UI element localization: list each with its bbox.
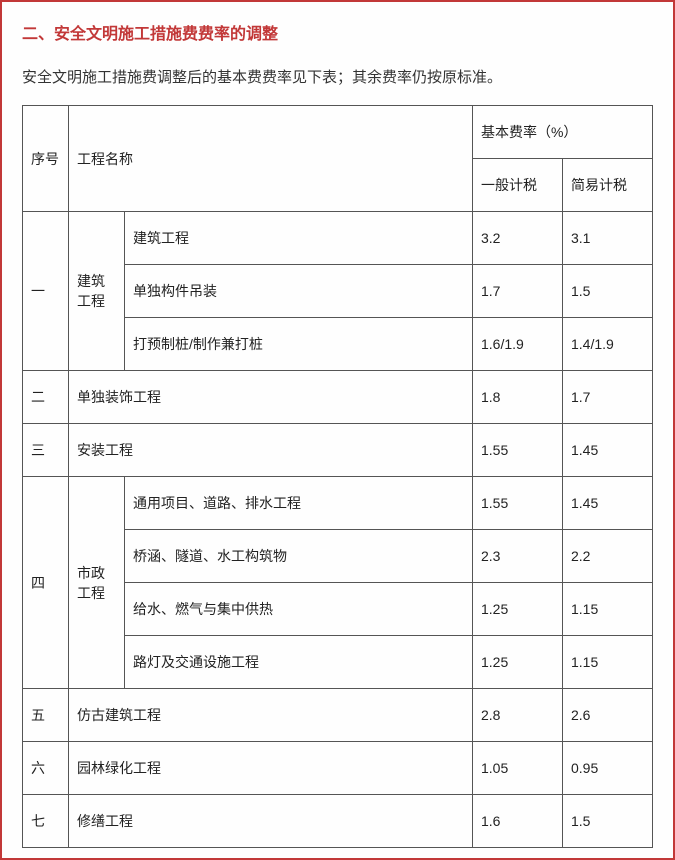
cell-simple: 1.4/1.9 — [562, 318, 652, 371]
cell-general: 1.05 — [472, 742, 562, 795]
cell-simple: 0.95 — [562, 742, 652, 795]
cell-category: 建筑工程 — [69, 212, 125, 371]
table-row: 三 安装工程 1.55 1.45 — [23, 424, 653, 477]
cell-name: 通用项目、道路、排水工程 — [125, 477, 473, 530]
cell-general: 1.55 — [472, 424, 562, 477]
cell-name: 桥涵、隧道、水工构筑物 — [125, 530, 473, 583]
cell-name: 给水、燃气与集中供热 — [125, 583, 473, 636]
table-row: 五 仿古建筑工程 2.8 2.6 — [23, 689, 653, 742]
cell-name: 安装工程 — [69, 424, 473, 477]
cell-simple: 1.15 — [562, 636, 652, 689]
cell-simple: 2.2 — [562, 530, 652, 583]
cell-general: 1.25 — [472, 583, 562, 636]
cell-general: 1.55 — [472, 477, 562, 530]
table-row: 四 市政工程 通用项目、道路、排水工程 1.55 1.45 — [23, 477, 653, 530]
cell-general: 1.25 — [472, 636, 562, 689]
header-row-1: 序号 工程名称 基本费率（%） — [23, 106, 653, 159]
cell-general: 2.8 — [472, 689, 562, 742]
cell-general: 2.3 — [472, 530, 562, 583]
cell-idx: 二 — [23, 371, 69, 424]
cell-name: 园林绿化工程 — [69, 742, 473, 795]
cell-name: 修缮工程 — [69, 795, 473, 848]
table-row: 一 建筑工程 建筑工程 3.2 3.1 — [23, 212, 653, 265]
cell-name: 单独装饰工程 — [69, 371, 473, 424]
cell-general: 1.7 — [472, 265, 562, 318]
cell-general: 3.2 — [472, 212, 562, 265]
cell-idx: 三 — [23, 424, 69, 477]
header-general: 一般计税 — [472, 159, 562, 212]
cell-category: 市政工程 — [69, 477, 125, 689]
table-row: 七 修缮工程 1.6 1.5 — [23, 795, 653, 848]
cell-simple: 1.5 — [562, 795, 652, 848]
cell-general: 1.6 — [472, 795, 562, 848]
section-title: 二、安全文明施工措施费费率的调整 — [22, 20, 653, 44]
cell-name: 仿古建筑工程 — [69, 689, 473, 742]
cell-simple: 2.6 — [562, 689, 652, 742]
cell-name: 路灯及交通设施工程 — [125, 636, 473, 689]
cell-name: 单独构件吊装 — [125, 265, 473, 318]
cell-simple: 1.45 — [562, 424, 652, 477]
cell-simple: 1.5 — [562, 265, 652, 318]
cell-simple: 1.15 — [562, 583, 652, 636]
cell-general: 1.8 — [472, 371, 562, 424]
header-idx: 序号 — [23, 106, 69, 212]
header-proj: 工程名称 — [69, 106, 473, 212]
table-row: 二 单独装饰工程 1.8 1.7 — [23, 371, 653, 424]
cell-name: 打预制桩/制作兼打桩 — [125, 318, 473, 371]
cell-simple: 3.1 — [562, 212, 652, 265]
header-simple: 简易计税 — [562, 159, 652, 212]
cell-idx: 六 — [23, 742, 69, 795]
cell-simple: 1.7 — [562, 371, 652, 424]
cell-name: 建筑工程 — [125, 212, 473, 265]
cell-simple: 1.45 — [562, 477, 652, 530]
intro-text: 安全文明施工措施费调整后的基本费费率见下表；其余费率仍按原标准。 — [22, 66, 653, 87]
cell-general: 1.6/1.9 — [472, 318, 562, 371]
cell-idx: 一 — [23, 212, 69, 371]
cell-idx: 四 — [23, 477, 69, 689]
document-page: 二、安全文明施工措施费费率的调整 安全文明施工措施费调整后的基本费费率见下表；其… — [0, 0, 675, 860]
rate-table: 序号 工程名称 基本费率（%） 一般计税 简易计税 一 建筑工程 建筑工程 3.… — [22, 105, 653, 848]
header-rate-group: 基本费率（%） — [472, 106, 652, 159]
cell-idx: 五 — [23, 689, 69, 742]
cell-idx: 七 — [23, 795, 69, 848]
table-row: 六 园林绿化工程 1.05 0.95 — [23, 742, 653, 795]
